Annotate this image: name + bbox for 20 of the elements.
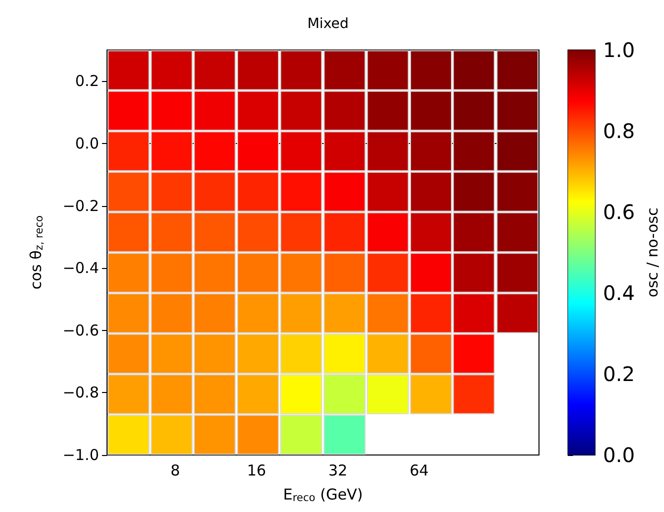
y-tick-label: −1.0 — [62, 446, 99, 464]
color-bar-label: 0.6 — [603, 200, 635, 224]
x-tick-label: 8 — [170, 462, 180, 480]
color-bar-label: 1.0 — [603, 38, 635, 62]
y-tick-label: 0.0 — [75, 134, 99, 152]
y-tick-label: 0.2 — [75, 72, 99, 90]
y-axis-title: cos θz, reco — [26, 215, 46, 290]
color-bar-label: 0.8 — [603, 119, 635, 143]
y-tick-label: −0.4 — [62, 259, 99, 278]
x-tick-label: 64 — [410, 462, 429, 480]
color-bar-label: 0.2 — [603, 362, 635, 386]
chart-title: Mixed — [307, 16, 349, 32]
y-tick-label: −0.6 — [62, 321, 99, 340]
color-bar-title: osc / no-osc — [644, 208, 662, 298]
x-tick-label: 16 — [247, 462, 266, 480]
color-bar-label: 0.0 — [603, 443, 635, 467]
color-bar-label: 0.4 — [603, 281, 635, 305]
x-tick-label: 32 — [328, 462, 348, 480]
y-tick-label: −0.8 — [62, 384, 99, 402]
y-tick-label: −0.2 — [62, 196, 99, 215]
